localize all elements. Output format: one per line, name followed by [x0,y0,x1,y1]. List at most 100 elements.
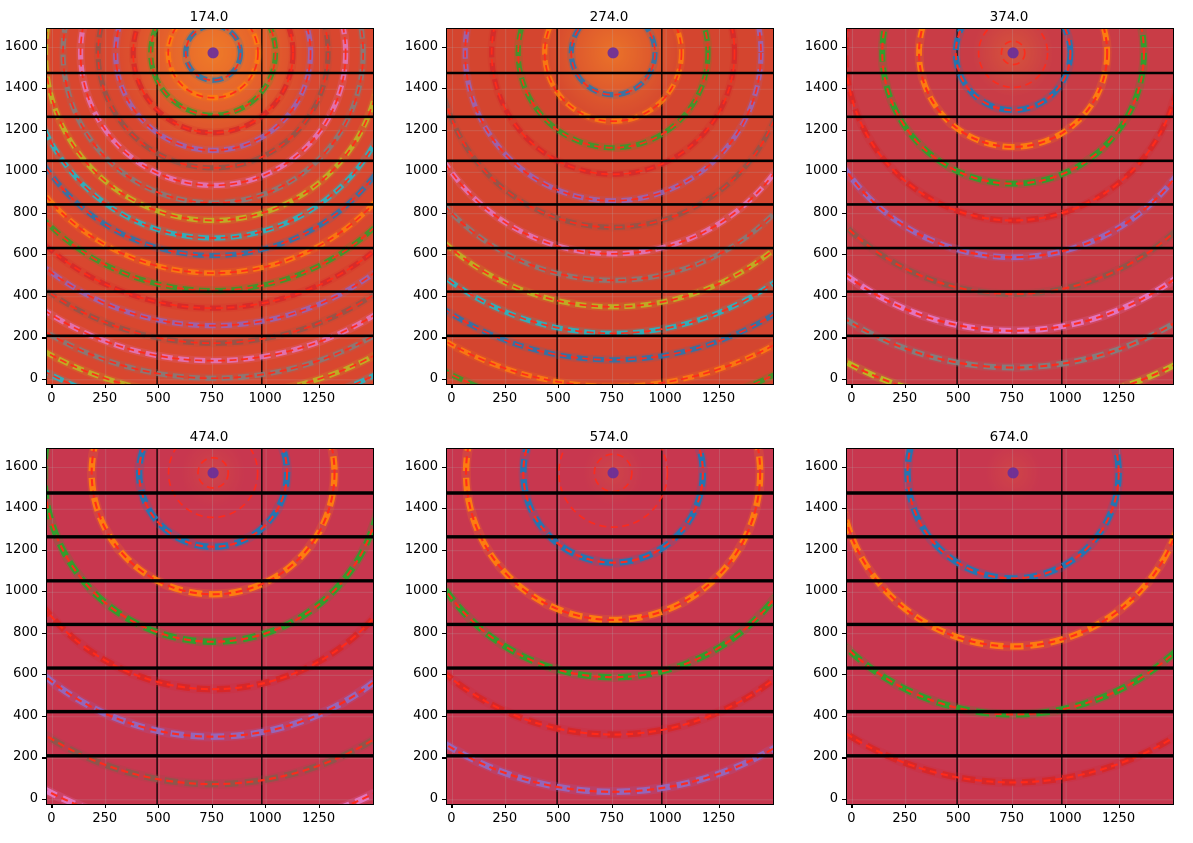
y-tick-label: 1400 [404,500,438,516]
x-tick-label: 750 [199,811,225,826]
y-tick-label: 1400 [804,80,838,96]
x-tick-label: 250 [92,391,118,406]
x-tick-label: 500 [145,811,171,826]
y-tick-mark [842,674,846,676]
y-tick-label: 1600 [4,458,38,474]
y-tick-label: 1600 [804,38,838,54]
y-tick-mark [442,715,446,717]
y-tick-mark [842,378,846,381]
y-tick-mark [442,757,446,759]
subplot-panel: 274.0 0 200 400 600 800 1000 1200 1400 1600 0 250 50… [400,9,774,423]
y-tick-mark [42,46,46,48]
x-tick-label: 0 [847,811,856,826]
x-tick-label: 250 [492,391,518,406]
x-tick-mark [318,804,320,808]
x-tick-label: 1000 [648,391,682,406]
y-tick-label: 200 [813,329,838,345]
y-tick-label: 400 [13,287,38,303]
x-tick-mark [958,804,960,808]
y-tick-label: 200 [813,749,838,765]
subplot-title: 474.0 [189,429,229,445]
y-tick-mark [842,171,846,173]
y-tick-label: 1000 [804,163,838,179]
x-tick-mark [558,384,560,388]
y-tick-mark [42,88,46,90]
y-tick-label: 1000 [804,583,838,599]
y-tick-mark [442,798,446,801]
x-tick-mark [611,384,613,388]
x-tick-mark [1011,804,1013,808]
x-tick-label: 1000 [248,811,282,826]
x-tick-mark [451,384,453,388]
x-tick-label: 250 [492,811,518,826]
x-tick-mark [558,804,560,808]
y-tick-mark [42,337,46,339]
subplot-title: 374.0 [989,9,1029,25]
y-tick-label: 1400 [804,500,838,516]
x-tick-mark [318,384,320,388]
y-tick-mark [442,254,446,256]
y-tick-mark [42,254,46,256]
y-tick-mark [42,171,46,173]
y-tick-label: 0 [429,790,438,806]
subplot-panel: 574.0 0 200 400 600 800 1000 1200 1400 1600 0 250 50… [400,429,774,843]
x-tick-mark [904,384,906,388]
x-tick-mark [504,804,506,808]
x-tick-label: 500 [545,811,571,826]
x-tick-mark [211,804,213,808]
y-tick-mark [842,757,846,759]
x-tick-label: 250 [892,811,918,826]
x-tick-mark [611,804,613,808]
y-tick-label: 600 [413,666,438,682]
plot-area [846,448,1174,805]
x-tick-label: 750 [599,811,625,826]
y-tick-mark [42,466,46,468]
x-tick-label: 250 [892,391,918,406]
y-tick-label: 800 [813,204,838,220]
y-tick-mark [42,508,46,510]
y-tick-label: 600 [13,246,38,262]
x-tick-label: 500 [945,811,971,826]
y-tick-label: 800 [813,624,838,640]
x-tick-label: 500 [545,391,571,406]
y-tick-label: 800 [413,624,438,640]
y-tick-mark [842,798,846,801]
y-tick-label: 1400 [4,500,38,516]
y-tick-mark [42,591,46,593]
y-tick-label: 1400 [404,80,438,96]
y-tick-label: 400 [413,707,438,723]
y-tick-mark [42,715,46,717]
subplot-title: 674.0 [989,429,1029,445]
y-tick-label: 1600 [404,458,438,474]
x-tick-label: 750 [199,391,225,406]
x-tick-mark [104,384,106,388]
y-tick-label: 800 [13,204,38,220]
x-tick-label: 1250 [702,811,736,826]
y-tick-label: 0 [829,370,838,386]
x-tick-label: 0 [847,391,856,406]
y-tick-mark [842,254,846,256]
x-tick-mark [851,804,853,808]
x-tick-mark [265,384,267,388]
x-tick-mark [718,384,720,388]
x-tick-mark [1011,384,1013,388]
x-tick-mark [158,384,160,388]
x-tick-label: 250 [92,811,118,826]
plot-area [446,28,774,385]
y-tick-label: 1600 [404,38,438,54]
plot-area [46,448,374,805]
subplot-title: 274.0 [589,9,629,25]
y-tick-mark [442,46,446,48]
y-tick-mark [842,715,846,717]
y-tick-label: 200 [13,749,38,765]
y-tick-label: 1400 [4,80,38,96]
x-tick-mark [718,804,720,808]
y-tick-mark [442,378,446,381]
y-tick-label: 400 [13,707,38,723]
x-tick-mark [504,384,506,388]
y-tick-mark [442,632,446,634]
y-tick-mark [842,632,846,634]
y-tick-label: 0 [29,370,38,386]
x-tick-mark [51,804,53,808]
y-tick-mark [42,798,46,801]
